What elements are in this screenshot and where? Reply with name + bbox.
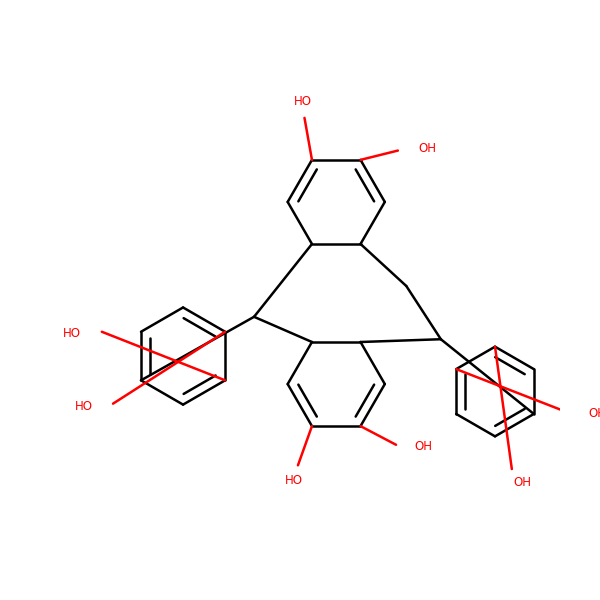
Text: OH: OH (514, 476, 532, 488)
Text: HO: HO (293, 95, 311, 107)
Text: HO: HO (63, 327, 81, 340)
Text: OH: OH (418, 142, 436, 155)
Text: HO: HO (74, 400, 92, 413)
Text: OH: OH (415, 440, 433, 453)
Text: OH: OH (589, 407, 600, 421)
Text: HO: HO (285, 474, 303, 487)
